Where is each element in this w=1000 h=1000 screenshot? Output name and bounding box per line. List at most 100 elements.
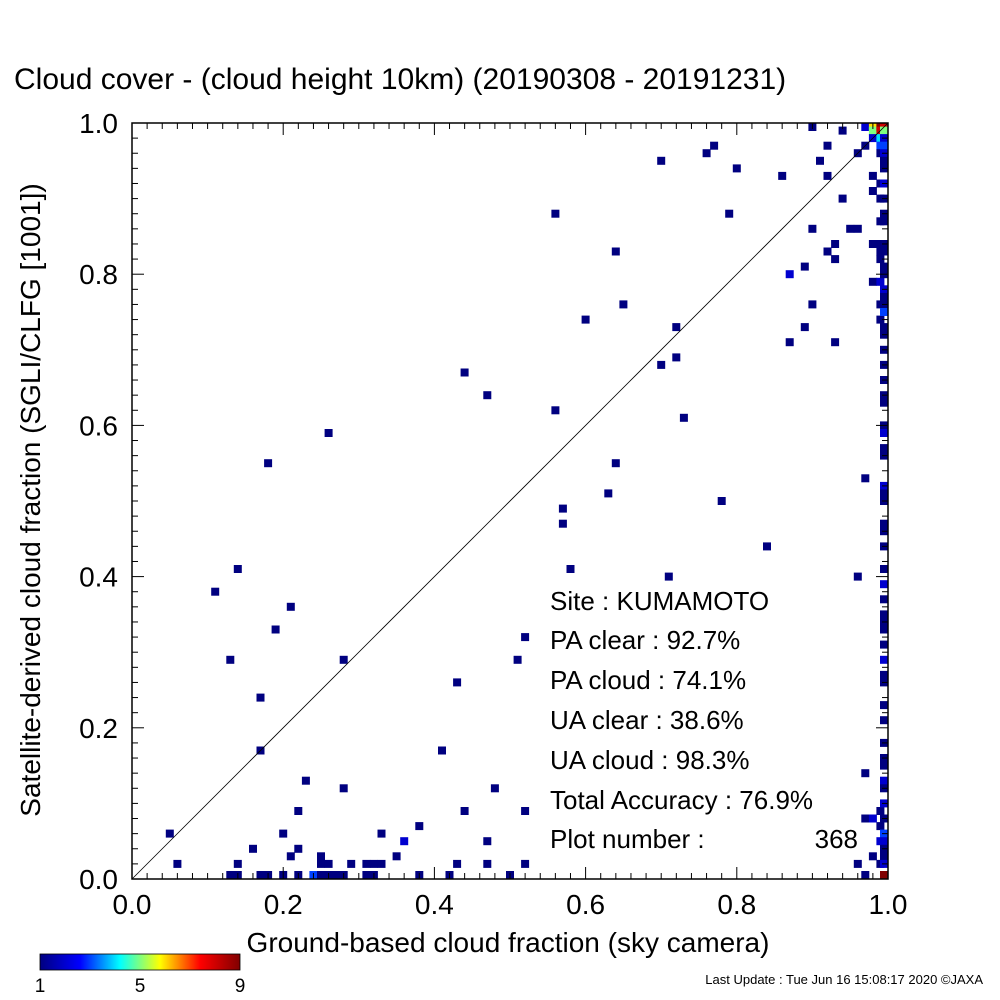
data-point xyxy=(657,156,666,165)
y-tick-label: 1.0 xyxy=(79,108,118,139)
ua-cloud-label: UA cloud : 98.3% xyxy=(550,745,749,775)
data-point xyxy=(362,859,371,868)
colorbar-tick-label: 1 xyxy=(35,976,46,997)
data-point xyxy=(165,829,174,838)
data-point xyxy=(846,224,855,233)
data-point xyxy=(732,164,741,173)
data-point xyxy=(876,277,885,286)
data-point xyxy=(808,224,817,233)
data-point xyxy=(611,247,620,256)
data-point xyxy=(831,255,840,264)
data-point xyxy=(853,572,862,581)
colorbar-tick-label: 5 xyxy=(135,976,146,997)
data-point xyxy=(880,716,888,725)
data-point xyxy=(838,194,847,203)
data-point xyxy=(880,776,888,785)
y-tick-label: 0.0 xyxy=(79,864,118,895)
data-point xyxy=(226,655,235,664)
x-axis-label: Ground-based cloud fraction (sky camera) xyxy=(247,927,770,958)
data-point xyxy=(679,413,688,422)
pa-cloud-label: PA cloud : 74.1% xyxy=(550,665,746,695)
data-point xyxy=(173,859,182,868)
data-point xyxy=(853,859,862,868)
data-point xyxy=(785,338,794,347)
data-point xyxy=(880,852,888,861)
data-point xyxy=(672,323,681,332)
data-point xyxy=(717,497,726,505)
data-point xyxy=(521,807,530,815)
data-point xyxy=(880,580,888,589)
data-point xyxy=(868,240,877,248)
data-point xyxy=(853,224,862,233)
data-point xyxy=(324,859,333,868)
data-point xyxy=(880,292,888,301)
data-point xyxy=(710,141,719,150)
colorbar-tick-label: 9 xyxy=(235,976,246,997)
data-point xyxy=(415,822,424,831)
data-point xyxy=(256,871,265,879)
data-point xyxy=(317,871,325,879)
data-point xyxy=(785,270,794,279)
data-point xyxy=(880,156,888,165)
data-point xyxy=(249,844,257,853)
x-tick-label: 0.2 xyxy=(264,889,303,920)
data-point xyxy=(880,565,888,573)
y-axis-label: Satellite-derived cloud fraction (SGLI/C… xyxy=(15,183,46,816)
last-update-text: Last Update : Tue Jun 16 15:08:17 2020 ©… xyxy=(705,972,983,987)
data-point xyxy=(880,126,888,135)
data-point xyxy=(725,209,734,218)
data-point xyxy=(868,171,877,180)
data-point xyxy=(880,761,888,770)
data-point xyxy=(233,859,242,868)
data-point xyxy=(880,444,888,453)
data-point xyxy=(876,315,885,324)
x-tick-label: 1.0 xyxy=(869,889,908,920)
pa-clear-label: PA clear : 92.7% xyxy=(550,625,740,655)
data-point xyxy=(800,323,809,332)
colorbar xyxy=(39,953,241,971)
data-point xyxy=(460,807,469,815)
colorbar-tick-labels: 1 5 9 xyxy=(35,976,246,997)
data-point xyxy=(868,126,877,135)
data-point xyxy=(861,474,870,483)
x-tick-label: 0.6 xyxy=(566,889,605,920)
data-point xyxy=(279,829,288,838)
data-point xyxy=(880,398,888,407)
data-point xyxy=(619,300,628,309)
data-point xyxy=(831,338,840,347)
data-point xyxy=(362,871,371,879)
data-point xyxy=(369,859,378,868)
data-point xyxy=(226,871,235,879)
data-point xyxy=(271,625,280,634)
data-point xyxy=(521,633,530,642)
data-point xyxy=(438,746,446,755)
data-point xyxy=(868,277,877,286)
data-point xyxy=(868,852,877,861)
data-point xyxy=(880,655,888,664)
data-point xyxy=(880,489,888,498)
total-accuracy-label: Total Accuracy : 76.9% xyxy=(550,785,813,815)
data-point xyxy=(823,171,832,180)
data-point xyxy=(460,368,469,377)
y-tick-label: 0.8 xyxy=(79,259,118,290)
data-point xyxy=(453,859,462,868)
data-point xyxy=(880,625,888,634)
data-point xyxy=(880,429,888,437)
data-point xyxy=(880,610,888,619)
data-point xyxy=(347,859,356,868)
data-point xyxy=(581,315,590,324)
data-point xyxy=(880,141,888,150)
data-point xyxy=(483,837,492,846)
y-tick-labels: 0.0 0.2 0.4 0.6 0.8 1.0 xyxy=(79,108,118,895)
data-point xyxy=(566,565,575,573)
data-point xyxy=(377,829,386,838)
data-point xyxy=(868,814,877,823)
data-point xyxy=(551,406,560,415)
data-point xyxy=(808,300,817,309)
data-point xyxy=(880,247,888,256)
y-tick-label: 0.2 xyxy=(79,713,118,744)
x-tick-label: 0.4 xyxy=(415,889,454,920)
data-point xyxy=(672,353,681,362)
data-point xyxy=(831,240,840,248)
x-tick-label: 0.8 xyxy=(717,889,756,920)
